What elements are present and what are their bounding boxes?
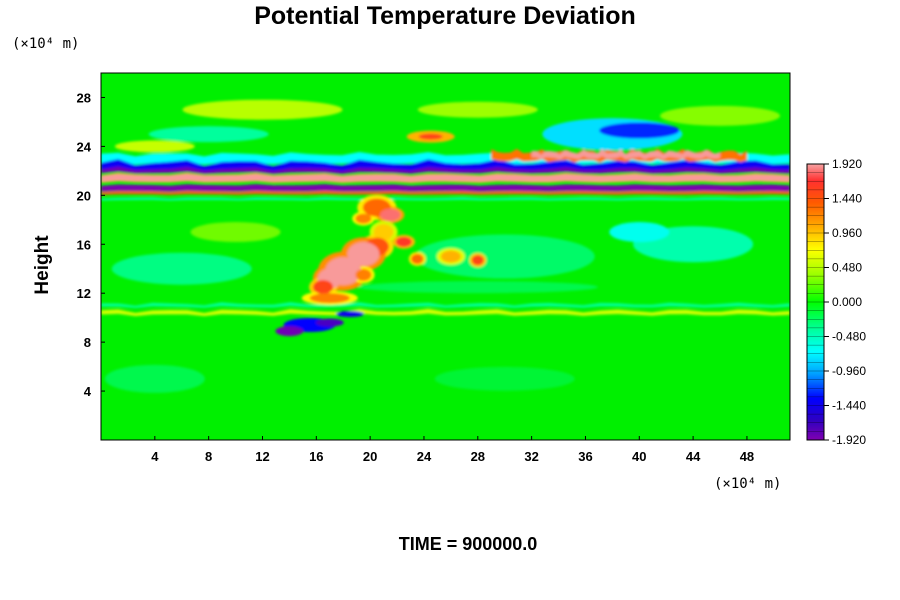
colorbar-tick-label: 1.440 [832, 192, 862, 206]
field-blob-plume [313, 280, 334, 295]
x-tick-label: 32 [524, 449, 538, 464]
y-axis-label: Height [32, 235, 53, 295]
field-band [101, 166, 790, 175]
field-blob [609, 222, 670, 243]
field-blob [417, 101, 538, 118]
field-blob-plume [373, 224, 394, 241]
time-label: TIME = 900000.0 [399, 534, 538, 554]
y-axis-ticks: 4 8 12 16 20 24 28 [77, 90, 105, 399]
x-tick-label: 28 [471, 449, 485, 464]
field-blob [315, 318, 344, 327]
field-blob-plume [355, 268, 372, 281]
x-tick-label: 40 [632, 449, 646, 464]
field-blob [114, 140, 195, 153]
colorbar-tick-label: 1.920 [832, 157, 862, 171]
plot-area [101, 73, 790, 440]
colorbar-tick-label: 0.480 [832, 261, 862, 275]
chart-title: Potential Temperature Deviation [254, 2, 636, 30]
field-blob [275, 326, 304, 337]
y-tick-label: 8 [84, 335, 91, 350]
field-blob-plume [411, 253, 424, 264]
x-tick-label: 8 [205, 449, 212, 464]
colorbar-tick-label: -0.480 [832, 330, 866, 344]
field-blob-plume [471, 255, 484, 266]
plot-frame [100, 72, 791, 441]
field-blob [357, 281, 598, 294]
colorbar-tick-label: 0.000 [832, 295, 862, 309]
x-tick-label: 12 [255, 449, 269, 464]
field-blob [418, 133, 443, 140]
field-band [101, 197, 790, 201]
field-blob-plume [347, 242, 380, 267]
y-tick-label: 16 [77, 237, 91, 252]
y-tick-label: 4 [84, 384, 92, 399]
y-unit-label: (×10⁴ m) [12, 36, 79, 52]
field-blob [414, 234, 595, 279]
field-band [531, 148, 721, 160]
colorbar-tick-label: 0.960 [832, 226, 862, 240]
field-blob [599, 122, 680, 139]
x-tick-label: 20 [363, 449, 377, 464]
field-blob [660, 105, 781, 126]
colorbar-tick-label: -1.440 [832, 399, 866, 413]
field-band-cold [101, 184, 790, 192]
x-tick-label: 16 [309, 449, 323, 464]
field-blob-plume [380, 208, 401, 221]
x-tick-label: 24 [417, 449, 432, 464]
field-blob-plume [395, 236, 412, 247]
field-blob-plume [440, 250, 461, 263]
x-tick-label: 4 [151, 449, 159, 464]
y-tick-label: 12 [77, 286, 91, 301]
field-blob [111, 252, 252, 285]
colorbar: 1.920 1.440 0.960 0.480 0.000 -0.480 -0.960 -1.… [806, 157, 866, 447]
field-band-low [101, 308, 790, 317]
field-blob [182, 99, 343, 120]
x-tick-label: 44 [686, 449, 701, 464]
field-blob [434, 366, 575, 391]
field-blob-plume [309, 293, 350, 304]
field-band-warm [101, 174, 790, 182]
y-tick-label: 24 [77, 139, 92, 154]
x-axis-ticks: 4 8 12 16 20 24 28 32 36 40 44 48 [151, 436, 754, 464]
x-tick-label: 36 [578, 449, 592, 464]
field-blob [148, 126, 269, 143]
field-blob [104, 364, 205, 393]
y-tick-label: 28 [77, 90, 91, 105]
field-band [101, 302, 790, 308]
field-blob [335, 310, 364, 317]
field-band [101, 190, 790, 195]
field-blob [190, 222, 281, 243]
colorbar-tick-label: -1.920 [832, 433, 866, 447]
field-band-upper-blue [101, 159, 790, 172]
x-tick-label: 48 [740, 449, 754, 464]
field-blob-plume [355, 213, 372, 224]
x-unit-label: (×10⁴ m) [714, 476, 781, 492]
y-tick-label: 20 [77, 188, 91, 203]
colorbar-tick-label: -0.960 [832, 364, 866, 378]
